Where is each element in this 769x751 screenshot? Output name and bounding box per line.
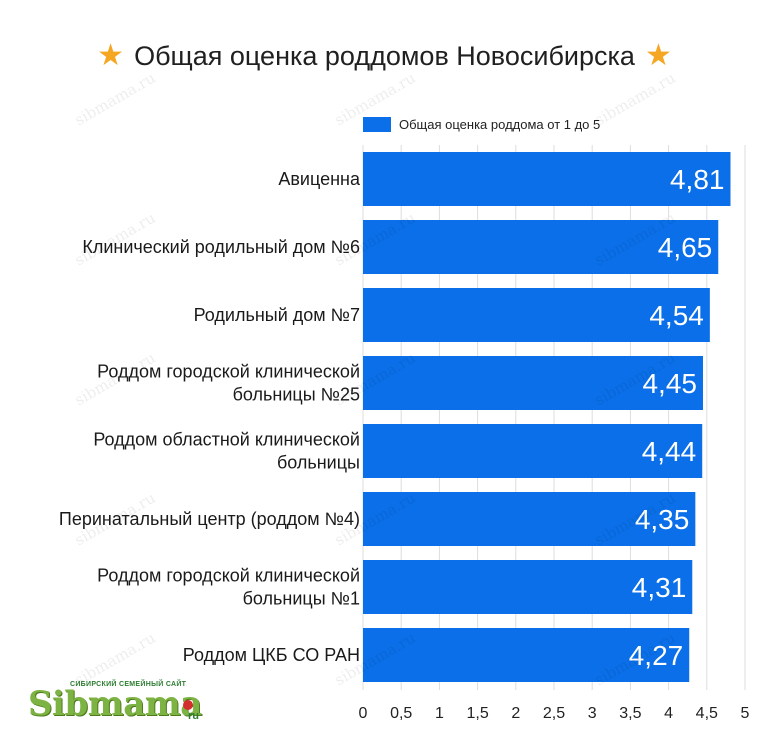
star-icon: ★: [644, 39, 672, 72]
sibmama-logo: Sibmama СИБИРСКИЙ СЕМЕЙНЫЙ САЙТ ru: [28, 676, 218, 728]
logo-dot: [183, 700, 193, 710]
x-tick-label: 0: [359, 705, 368, 722]
x-tick-label: 2,5: [543, 705, 565, 722]
data-label: 4,44: [642, 436, 697, 467]
category-label: Перинатальный центр (роддом №4): [59, 509, 360, 529]
chart-title-text: Общая оценка роддомов Новосибирска: [134, 40, 635, 71]
category-label: Роддом городской клинической: [97, 362, 360, 382]
bar: [363, 492, 696, 546]
category-label: Авиценна: [278, 169, 361, 189]
category-label: Роддом городской клинической: [97, 566, 360, 586]
x-tick-label: 4: [664, 705, 673, 722]
x-tick-label: 5: [741, 705, 750, 722]
x-tick-label: 3,5: [619, 705, 641, 722]
chart-title: ★ Общая оценка роддомов Новосибирска ★: [0, 36, 769, 76]
data-label: 4,54: [649, 300, 704, 331]
x-tick-label: 2: [511, 705, 520, 722]
logo-suffix: ru: [188, 710, 199, 722]
category-label: Роддом ЦКБ СО РАН: [183, 645, 360, 665]
bar: [363, 628, 690, 682]
x-tick-label: 1,5: [466, 705, 488, 722]
data-label: 4,35: [635, 504, 690, 535]
data-label: 4,31: [632, 572, 687, 603]
x-tick-label: 4,5: [696, 705, 718, 722]
chart-legend: Общая оценка роддома от 1 до 5: [363, 114, 600, 134]
data-label: 4,27: [629, 640, 684, 671]
data-label: 4,45: [642, 368, 697, 399]
category-label: больницы: [277, 453, 360, 473]
category-label: больницы №25: [233, 385, 360, 405]
logo-tagline: СИБИРСКИЙ СЕМЕЙНЫЙ САЙТ: [70, 681, 187, 688]
data-label: 4,81: [670, 164, 725, 195]
x-tick-label: 0,5: [390, 705, 412, 722]
bar: [363, 152, 731, 206]
bar: [363, 560, 693, 614]
x-tick-label: 3: [588, 705, 597, 722]
category-label: больницы №1: [243, 589, 360, 609]
logo-name: Sibmama: [28, 684, 202, 724]
category-label: Родильный дом №7: [194, 305, 360, 325]
category-label: Роддом областной клинической: [93, 430, 360, 450]
bar: [363, 220, 719, 274]
category-label: Клинический родильный дом №6: [82, 237, 360, 257]
legend-swatch: [363, 116, 391, 132]
legend-label: Общая оценка роддома от 1 до 5: [399, 116, 601, 132]
data-label: 4,65: [658, 232, 713, 263]
bar: [363, 424, 703, 478]
x-tick-label: 1: [435, 705, 444, 722]
bar: [363, 356, 703, 410]
bar: [363, 288, 710, 342]
star-icon: ★: [97, 39, 125, 72]
